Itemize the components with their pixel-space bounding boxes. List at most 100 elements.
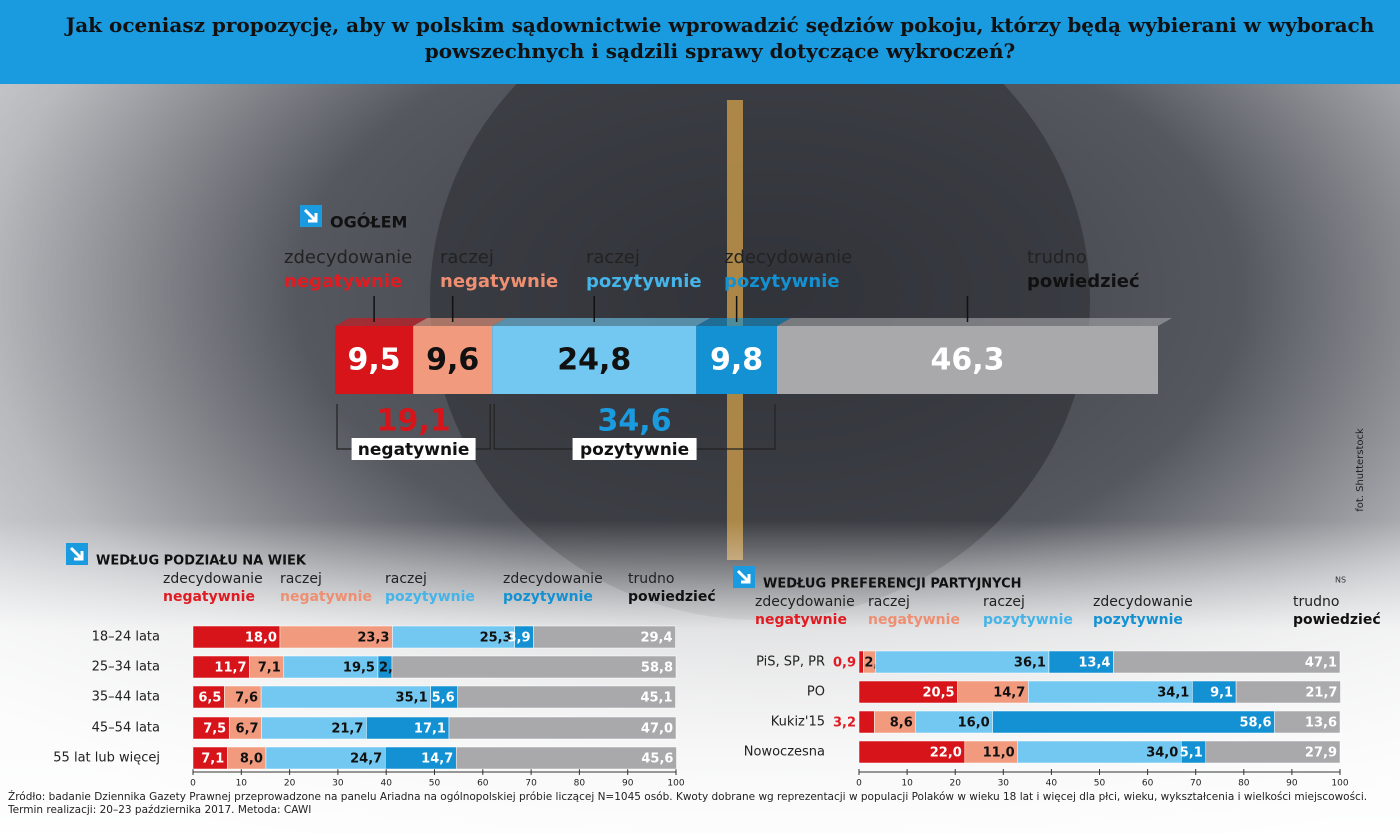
- bar-segment: [1235, 680, 1341, 704]
- section-icon: [298, 203, 324, 229]
- category-label: Kukiz'15: [771, 715, 825, 730]
- legend-label: zdecydowanie: [724, 247, 852, 268]
- bar-segment: [492, 326, 697, 394]
- value-label: 9,5: [348, 343, 401, 378]
- legend-label: raczej: [440, 247, 494, 268]
- value-label: 35,1: [396, 691, 428, 706]
- category-label: PO: [807, 685, 825, 700]
- bar-segment: [992, 710, 1275, 734]
- value-label: 24,8: [557, 343, 631, 378]
- bar-segment: [1205, 740, 1341, 764]
- value-label: 7,1: [258, 661, 281, 676]
- legend-label: pozytywnie: [724, 271, 840, 292]
- group-label-box: [572, 438, 697, 460]
- x-tick-label: 20: [949, 779, 961, 789]
- value-label: 21,7: [1305, 686, 1337, 701]
- bar-segment: [533, 625, 676, 649]
- group-value: 34,6: [598, 404, 672, 439]
- value-label: 11,0: [983, 746, 1015, 761]
- legend-label: zdecydowanie: [1093, 594, 1193, 610]
- x-tick-label: 20: [284, 779, 296, 789]
- value-label: 5,1: [1180, 746, 1203, 761]
- x-tick-label: 10: [901, 779, 913, 789]
- value-label: 8,0: [240, 752, 263, 767]
- section-icon: [64, 541, 90, 567]
- group-label: negatywnie: [358, 440, 470, 460]
- value-label: 20,5: [923, 686, 955, 701]
- robe-shape: [430, 0, 1090, 620]
- value-label: 14,7: [993, 686, 1025, 701]
- group-label-box: [351, 438, 476, 460]
- legend-label: pozytywnie: [385, 589, 475, 605]
- legend-label: raczej: [280, 571, 322, 587]
- value-label: 47,0: [641, 722, 673, 737]
- bar-segment: [455, 746, 677, 770]
- value-label: 21,7: [331, 722, 363, 737]
- bar-segment: [335, 326, 414, 394]
- value-label: 8,6: [890, 716, 913, 731]
- legend-label: negatywnie: [280, 589, 372, 605]
- source: Termin realizacji: 20–23 października 20…: [7, 804, 311, 816]
- value-label: 9,1: [1210, 686, 1233, 701]
- value-label: 5,6: [432, 691, 455, 706]
- legend-label: pozytywnie: [586, 271, 702, 292]
- bar-top: [492, 318, 711, 326]
- header-band: [0, 0, 1400, 84]
- photo-credit: fot. Shutterstock: [1355, 428, 1366, 512]
- value-label: 13,4: [1078, 656, 1110, 671]
- legend-label: powiedzieć: [1293, 612, 1381, 628]
- x-tick-label: 0: [856, 779, 862, 789]
- category-label: 45–54 lata: [92, 721, 160, 736]
- value-label: 13,6: [1305, 716, 1337, 731]
- x-tick-label: 60: [1142, 779, 1154, 789]
- legend-label: pozytywnie: [503, 589, 593, 605]
- x-tick-label: 40: [380, 779, 392, 789]
- x-tick-label: 60: [477, 779, 489, 789]
- legend-label: pozytywnie: [983, 612, 1073, 628]
- group-value: 19,1: [377, 404, 451, 439]
- category-label: 55 lat lub więcej: [53, 751, 160, 766]
- x-tick-label: 100: [667, 779, 684, 789]
- value-label: 36,1: [1014, 656, 1046, 671]
- x-tick-label: 90: [1286, 779, 1298, 789]
- x-tick-label: 30: [998, 779, 1010, 789]
- x-tick-label: 100: [1331, 779, 1348, 789]
- value-label: 7,1: [201, 752, 224, 767]
- legend-label: zdecydowanie: [503, 571, 603, 587]
- value-label: 16,0: [958, 716, 990, 731]
- legend-label: raczej: [868, 594, 910, 610]
- section-title: OGÓŁEM: [330, 213, 407, 232]
- bar-segment: [696, 326, 777, 394]
- bar-segment: [457, 685, 676, 709]
- bar-top: [413, 318, 507, 326]
- value-label: 27,9: [1305, 746, 1337, 761]
- legend-label: negatywnie: [284, 271, 402, 292]
- title: Jak oceniasz propozycję, aby w polskim s…: [65, 13, 1375, 63]
- bar-segment: [776, 326, 1158, 394]
- bar-top: [696, 318, 791, 326]
- legend-label: negatywnie: [163, 589, 255, 605]
- bar-segment: [858, 650, 864, 674]
- value-label: 7,6: [235, 691, 258, 706]
- value-label: 9,6: [426, 343, 479, 378]
- value-label: 25,3: [480, 631, 512, 646]
- legend-label: powiedzieć: [1027, 271, 1140, 292]
- x-tick-label: 50: [1094, 779, 1106, 789]
- x-tick-label: 80: [1238, 779, 1250, 789]
- bar-segment: [858, 710, 875, 734]
- bar-segment: [391, 655, 677, 679]
- bar-top: [776, 318, 1172, 326]
- title-box: Jak oceniasz propozycję, aby w polskim s…: [65, 13, 1375, 63]
- x-tick-label: 50: [429, 779, 441, 789]
- legend-label: trudno: [1027, 247, 1087, 268]
- category-label: Nowoczesna: [744, 745, 825, 760]
- x-tick-label: 80: [574, 779, 586, 789]
- note: NS: [1335, 576, 1346, 585]
- bar-segment: [413, 326, 493, 394]
- value-label: 14,7: [421, 752, 453, 767]
- value-label: 3,2: [833, 716, 856, 731]
- legend-label: negatywnie: [440, 271, 558, 292]
- section-title: WEDŁUG PREFERENCJI PARTYJNYCH: [763, 577, 1022, 592]
- value-label: 58,8: [641, 661, 673, 676]
